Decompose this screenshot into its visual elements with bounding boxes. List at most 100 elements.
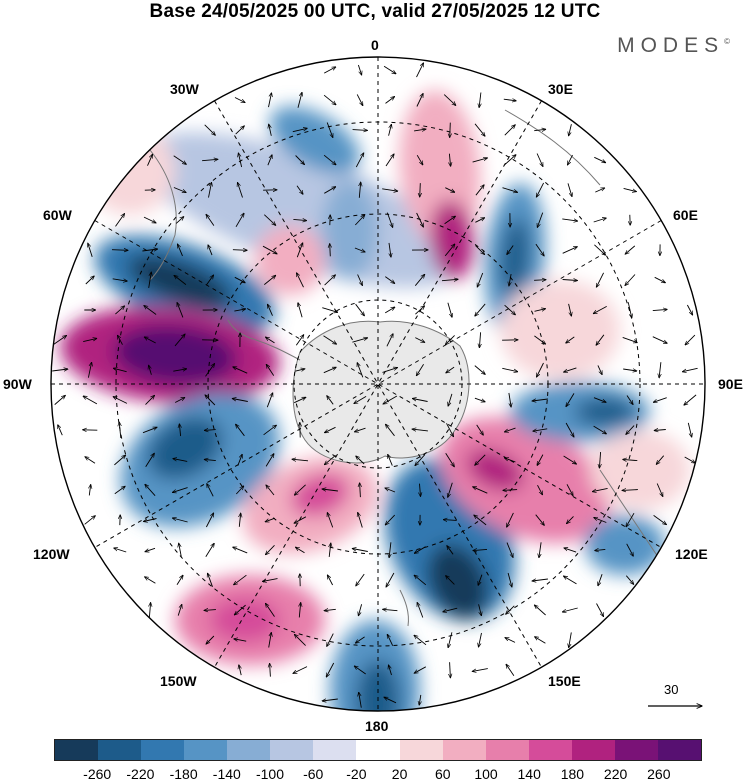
anomaly-blob	[585, 515, 665, 575]
anomaly-blob	[255, 225, 325, 295]
wind-arrow	[507, 572, 512, 587]
wind-arrow	[534, 605, 546, 616]
wind-arrow	[684, 394, 697, 405]
wind-arrow	[206, 635, 215, 644]
wind-arrow	[233, 547, 248, 554]
wind-arrow	[354, 396, 367, 403]
wind-arrow	[266, 544, 275, 554]
wind-arrow	[596, 603, 604, 617]
wind-arrow	[592, 487, 608, 491]
wind-arrow	[179, 424, 180, 437]
wind-arrow	[537, 212, 544, 228]
wind-arrow	[473, 549, 488, 550]
anomaly-blob	[500, 218, 530, 298]
wind-arrow	[266, 485, 275, 496]
wind-arrow	[293, 219, 306, 220]
lon-label-30w: 30W	[170, 81, 199, 97]
wind-arrow	[562, 247, 578, 254]
wind-arrow	[596, 272, 605, 287]
wind-arrow	[355, 636, 365, 643]
wind-arrow	[327, 575, 333, 586]
wind-arrow	[325, 426, 336, 432]
wind-arrow	[415, 337, 424, 343]
reference-vector-label: 30	[664, 682, 679, 697]
wind-arrow	[656, 483, 663, 497]
colorbar-swatch	[98, 740, 142, 760]
wind-arrow	[235, 126, 245, 135]
wind-arrow	[475, 454, 486, 465]
wind-arrow	[204, 124, 216, 135]
colorbar-swatch	[442, 740, 486, 760]
wind-arrow	[687, 304, 692, 315]
wind-arrow	[358, 604, 363, 616]
anomaly-blob	[290, 473, 350, 517]
colorbar-tick-label: 100	[474, 766, 498, 782]
wind-arrow	[327, 396, 334, 405]
colorbar-ticks: -260 -220 -180 -140 -100 -60 -20 20 60 100 140 180 2…	[0, 766, 750, 782]
wind-arrow	[474, 515, 487, 526]
wind-arrow	[263, 214, 275, 226]
wind-arrow	[474, 365, 485, 375]
wind-arrow	[265, 454, 274, 467]
wind-arrow	[414, 129, 426, 131]
wind-arrow	[144, 518, 157, 522]
colorbar-swatch	[657, 740, 701, 760]
wind-arrow	[266, 393, 272, 408]
wind-arrow	[443, 607, 458, 612]
anomaly-blob	[500, 280, 620, 380]
wind-arrow	[625, 245, 636, 254]
wind-arrow	[173, 187, 186, 193]
wind-arrow	[204, 430, 216, 431]
wind-arrow	[324, 187, 335, 194]
wind-arrow	[416, 63, 424, 78]
anomaly-blob	[590, 430, 690, 510]
wind-arrow	[326, 122, 333, 138]
wind-arrow	[623, 369, 637, 371]
wind-arrow	[296, 185, 303, 195]
wind-arrow	[236, 424, 245, 437]
wind-arrow	[448, 632, 453, 647]
wind-arrow	[595, 549, 606, 550]
wind-arrow	[534, 280, 546, 281]
wind-arrow	[266, 364, 275, 376]
wind-arrow	[687, 422, 691, 437]
colorbar-tick-label: -220	[126, 766, 155, 782]
wind-arrow	[268, 633, 272, 648]
wind-arrow	[479, 92, 481, 108]
wind-arrow	[597, 365, 602, 374]
wind-arrow	[595, 188, 604, 193]
wind-arrow	[415, 454, 426, 465]
wind-arrow	[296, 243, 302, 258]
lon-label-180: 180	[365, 718, 389, 734]
wind-arrow	[448, 393, 453, 406]
wind-arrow	[322, 489, 338, 491]
wind-arrow	[89, 485, 90, 496]
wind-arrow	[472, 668, 488, 672]
wind-arrow	[562, 280, 578, 281]
wind-arrow	[566, 484, 573, 495]
wind-arrow	[414, 546, 426, 554]
wind-arrow	[235, 213, 244, 228]
wind-arrow	[172, 487, 188, 493]
wind-arrow	[359, 182, 360, 198]
lon-label-150w: 150W	[160, 673, 197, 689]
colorbar-swatch	[55, 740, 99, 760]
colorbar-tick-label: 20	[391, 766, 408, 782]
wind-arrow	[537, 484, 543, 495]
wind-arrow	[235, 486, 243, 495]
wind-arrow	[145, 577, 156, 584]
wind-arrow	[206, 275, 214, 286]
wind-arrow	[420, 483, 421, 497]
wind-arrow	[323, 94, 336, 105]
wind-arrow	[446, 366, 455, 373]
wind-arrow	[537, 454, 544, 466]
wind-arrow	[623, 459, 638, 460]
wind-arrow	[263, 578, 278, 582]
wind-arrow	[598, 574, 603, 586]
wind-arrow	[441, 279, 458, 280]
wind-arrow	[327, 633, 334, 647]
wind-arrow	[295, 155, 305, 165]
wind-arrow	[292, 459, 309, 461]
anomaly-blob	[139, 132, 461, 288]
